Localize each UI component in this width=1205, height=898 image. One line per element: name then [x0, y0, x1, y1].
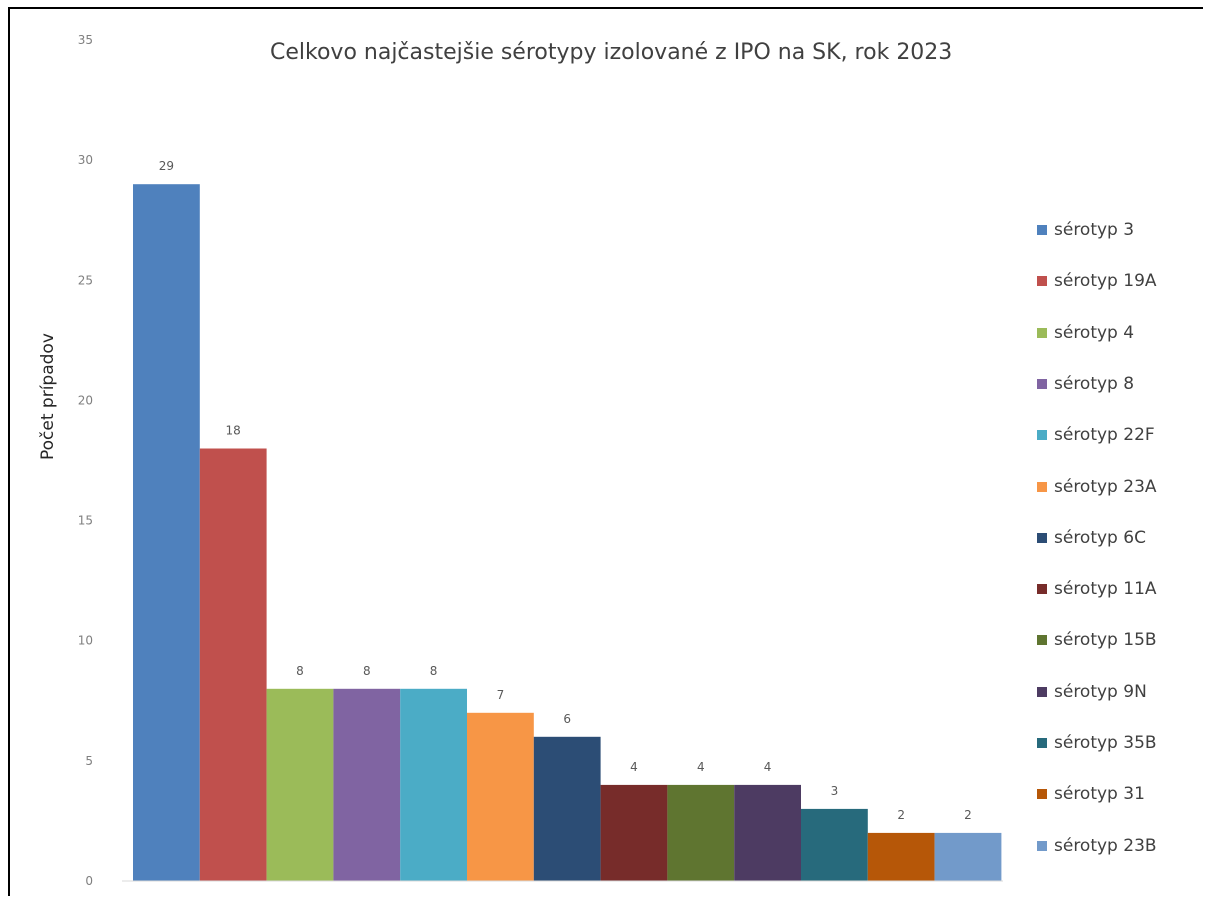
legend-label: sérotyp 4 — [1054, 322, 1135, 343]
bar-sérotyp-23B — [934, 832, 1002, 881]
legend-swatch — [1037, 430, 1047, 441]
legend-swatch — [1037, 378, 1047, 389]
bar-sérotyp-11A — [600, 784, 668, 881]
legend-swatch — [1037, 840, 1047, 851]
data-label-sérotyp-11A: 4 — [630, 760, 638, 774]
data-label-sérotyp-22F: 8 — [430, 664, 438, 678]
y-tick-label-15: 15 — [78, 514, 93, 528]
legend-item-sérotyp-23B: sérotyp 23B — [1037, 834, 1157, 858]
legend-swatch — [1037, 225, 1047, 235]
data-label-sérotyp-15B: 4 — [697, 760, 705, 774]
legend-item-sérotyp-19A: sérotyp 19A — [1037, 269, 1157, 293]
legend-item-sérotyp-15B: sérotyp 15B — [1037, 628, 1157, 652]
legend-item-sérotyp-8: sérotyp 8 — [1037, 372, 1134, 396]
y-tick-label-5: 5 — [85, 754, 93, 768]
legend-item-sérotyp-23A: sérotyp 23A — [1037, 475, 1157, 499]
legend-item-sérotyp-9N: sérotyp 9N — [1037, 680, 1147, 704]
data-label-sérotyp-31: 2 — [897, 808, 905, 822]
bar-sérotyp-15B — [667, 784, 735, 881]
legend-label: sérotyp 19A — [1054, 271, 1157, 292]
y-tick-label-30: 30 — [78, 153, 93, 167]
legend-label: sérotyp 11A — [1054, 579, 1157, 600]
legend-item-sérotyp-35B: sérotyp 35B — [1037, 731, 1157, 755]
data-labels-group: 29 18 8 8 8 7 6 4 4 4 3 2 2 — [159, 159, 972, 822]
legend-item-sérotyp-11A: sérotyp 11A — [1037, 577, 1157, 601]
bar-sérotyp-4 — [266, 688, 334, 881]
bar-sérotyp-8 — [333, 688, 401, 881]
legend-label: sérotyp 35B — [1054, 733, 1157, 753]
legend-label: sérotyp 15B — [1054, 630, 1157, 651]
bar-sérotyp-9N — [734, 784, 801, 881]
legend-swatch — [1037, 635, 1047, 646]
bar-sérotyp-6C — [533, 736, 601, 881]
chart-title: Celkovo najčastejšie sérotypy izolované … — [270, 40, 953, 65]
legend-swatch — [1037, 481, 1047, 492]
legend-item-sérotyp-31: sérotyp 31 — [1037, 782, 1145, 806]
data-label-sérotyp-23B: 2 — [964, 808, 972, 822]
y-tick-label-20: 20 — [78, 393, 93, 407]
legend-swatch — [1037, 738, 1047, 748]
bars-group — [133, 184, 1002, 881]
legend-swatch — [1037, 532, 1047, 543]
legend-item-sérotyp-6C: sérotyp 6C — [1037, 526, 1146, 550]
bar-sérotyp-3 — [133, 184, 200, 881]
y-tick-label-0: 0 — [85, 874, 93, 888]
bar-sérotyp-19A — [199, 448, 267, 881]
data-label-sérotyp-19A: 18 — [226, 424, 241, 438]
legend-item-sérotyp-3: sérotyp 3 — [1037, 218, 1134, 242]
legend-item-sérotyp-22F: sérotyp 22F — [1037, 423, 1155, 447]
bar-sérotyp-31 — [867, 832, 935, 881]
legend-label: sérotyp 23B — [1054, 835, 1157, 856]
y-tick-label-35: 35 — [78, 33, 93, 47]
legend-label: sérotyp 6C — [1054, 527, 1146, 548]
data-label-sérotyp-4: 8 — [296, 664, 304, 678]
y-axis-ticks: 0 5 10 15 20 25 30 35 — [78, 33, 93, 888]
legend-item-sérotyp-4: sérotyp 4 — [1037, 321, 1134, 345]
legend-label: sérotyp 8 — [1054, 373, 1135, 394]
legend-swatch — [1037, 276, 1047, 287]
data-label-sérotyp-8: 8 — [363, 664, 371, 678]
legend-swatch — [1037, 789, 1047, 800]
legend-swatch — [1037, 327, 1047, 338]
data-label-sérotyp-6C: 6 — [563, 712, 571, 726]
data-label-sérotyp-3: 29 — [159, 159, 174, 173]
legend-label: sérotyp 31 — [1054, 784, 1145, 805]
data-label-sérotyp-9N: 4 — [764, 760, 772, 774]
legend-swatch — [1037, 584, 1047, 595]
legend-label: sérotyp 3 — [1054, 220, 1135, 240]
y-tick-label-10: 10 — [78, 634, 93, 648]
data-label-sérotyp-35B: 3 — [831, 784, 839, 798]
data-label-sérotyp-23A: 7 — [497, 688, 505, 702]
y-tick-label-25: 25 — [78, 273, 93, 287]
bar-sérotyp-23A — [467, 712, 534, 881]
legend-label: sérotyp 22F — [1054, 425, 1155, 446]
bar-sérotyp-35B — [801, 808, 868, 881]
bar-sérotyp-22F — [400, 688, 467, 881]
legend-label: sérotyp 9N — [1054, 681, 1147, 702]
legend-swatch — [1037, 686, 1047, 697]
legend-label: sérotyp 23A — [1054, 476, 1157, 497]
